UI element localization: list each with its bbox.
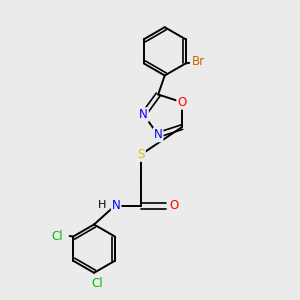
Text: Cl: Cl <box>91 278 103 290</box>
Text: H: H <box>98 200 106 210</box>
Text: N: N <box>154 128 163 141</box>
Text: N: N <box>139 108 148 121</box>
Text: O: O <box>177 96 187 109</box>
Text: S: S <box>137 148 145 161</box>
Text: N: N <box>112 199 121 212</box>
Text: Cl: Cl <box>51 230 63 243</box>
Text: O: O <box>170 200 179 212</box>
Text: Br: Br <box>192 56 206 68</box>
